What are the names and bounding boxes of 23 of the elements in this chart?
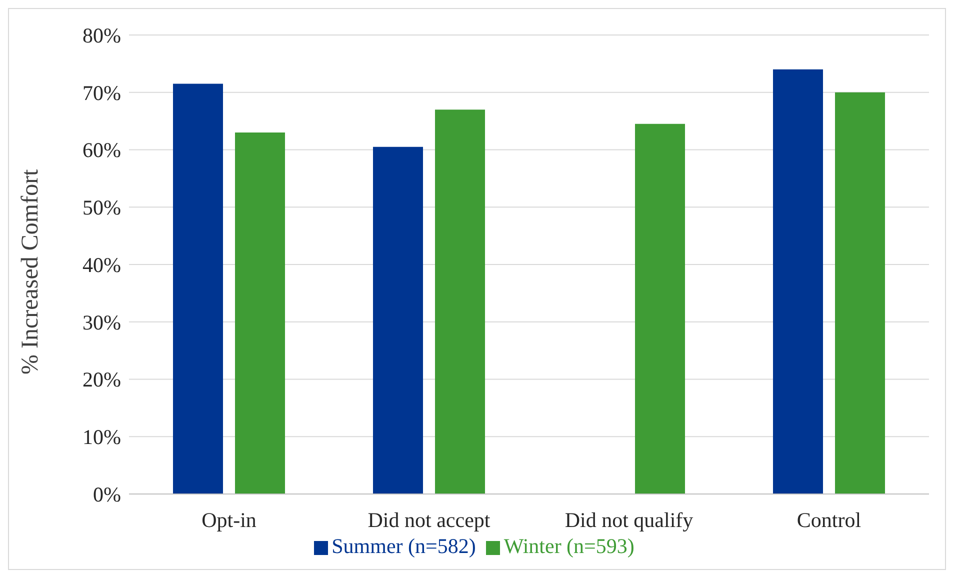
bar bbox=[773, 69, 823, 494]
bar bbox=[173, 84, 223, 494]
y-tick-label: 20% bbox=[82, 368, 121, 392]
y-tick-label: 40% bbox=[82, 252, 121, 277]
y-axis-title: % Increased Comfort bbox=[18, 168, 44, 374]
y-tick-label: 60% bbox=[82, 138, 121, 162]
x-tick-label: Opt-in bbox=[202, 508, 257, 532]
x-tick-label: Did not accept bbox=[368, 508, 490, 532]
y-tick-label: 0% bbox=[93, 482, 121, 506]
legend-label: Winter (n=593) bbox=[504, 534, 634, 558]
legend-label: Summer (n=582) bbox=[332, 534, 476, 558]
x-tick-label: Did not qualify bbox=[564, 508, 694, 532]
bar bbox=[835, 92, 885, 494]
y-tick-label: 30% bbox=[82, 310, 121, 334]
y-tick-label: 70% bbox=[82, 80, 121, 105]
bar bbox=[373, 146, 423, 494]
x-tick-label: Control bbox=[796, 508, 862, 532]
bar bbox=[635, 124, 685, 494]
y-tick-label: 10% bbox=[82, 425, 121, 450]
y-tick-label: 50% bbox=[82, 196, 121, 220]
y-tick-label: 80% bbox=[82, 23, 121, 48]
bar bbox=[435, 110, 485, 494]
bar bbox=[235, 132, 285, 494]
